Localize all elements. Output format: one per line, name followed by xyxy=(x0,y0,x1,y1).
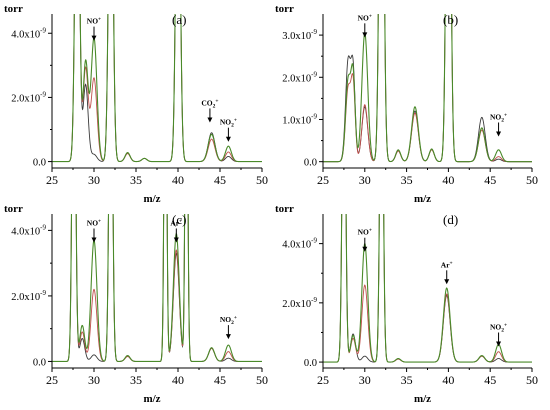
arrow-head xyxy=(496,131,502,137)
series-group xyxy=(323,214,532,363)
x-tick-label: 35 xyxy=(401,173,413,187)
x-tick-label: 25 xyxy=(46,173,58,187)
arrow-head xyxy=(225,334,231,340)
x-tick-label: 40 xyxy=(442,373,454,387)
x-tick-label: 30 xyxy=(88,173,100,187)
x-tick-label: 30 xyxy=(359,173,371,187)
x-tick-label: 40 xyxy=(172,373,184,387)
ion-annotation: CO2+ xyxy=(201,98,218,109)
x-tick-label: 50 xyxy=(256,173,268,187)
x-tick-label: 25 xyxy=(317,373,329,387)
series-group xyxy=(52,14,262,163)
series-group xyxy=(52,214,262,362)
x-tick-label: 35 xyxy=(401,373,413,387)
chart-panel-4: 25 30 35 40 45 50 0.0 2.0x10-9 4.0x10-9 torr m/z (d… xyxy=(275,203,538,405)
series-line-1 xyxy=(52,214,262,362)
arrow-head xyxy=(207,117,213,123)
x-tick-label: 30 xyxy=(359,373,371,387)
x-tick-label: 45 xyxy=(484,373,496,387)
x-tick-label: 50 xyxy=(256,373,268,387)
y-tick-label: 0.0 xyxy=(33,357,46,368)
arrow-head xyxy=(91,35,97,41)
x-tick-label: 45 xyxy=(214,373,226,387)
series-line-2 xyxy=(52,14,262,163)
series-group xyxy=(323,14,532,163)
arrow-head xyxy=(444,279,450,285)
y-tick-label: 4.0x10-9 xyxy=(11,223,46,237)
ion-annotation: NO2+ xyxy=(220,118,237,129)
x-tick-label: 25 xyxy=(46,373,58,387)
panel-label: (b) xyxy=(443,12,458,27)
y-tick-label: 2.0x10-9 xyxy=(282,296,317,310)
y-tick-label: 0.0 xyxy=(33,158,46,169)
ion-annotation: Ar+ xyxy=(170,218,182,227)
chart-panel-3: 25 30 35 40 45 50 0.0 2.0x10-9 4.0x10-9 torr m/z (c… xyxy=(4,203,268,405)
ion-annotation: Ar+ xyxy=(441,260,453,269)
x-axis-label: m/z xyxy=(143,193,160,205)
chart-panel-1: 25 30 35 40 45 50 0.0 2.0x10-9 4.0x10-9 torr m/z (a… xyxy=(4,3,268,205)
panel-label: (a) xyxy=(172,12,186,27)
ion-annotation: NO+ xyxy=(87,17,101,26)
x-tick-label: 50 xyxy=(526,373,538,387)
arrow-head xyxy=(173,237,179,243)
ion-annotation: NO+ xyxy=(358,13,372,22)
y-tick-label: 2.0x10-9 xyxy=(11,90,46,104)
arrow-head xyxy=(496,341,502,347)
x-tick-label: 45 xyxy=(484,173,496,187)
ion-annotation: NO+ xyxy=(87,218,101,227)
series-line-2 xyxy=(323,214,532,363)
y-tick-label: 2.0x10-9 xyxy=(282,70,317,84)
x-tick-label: 40 xyxy=(172,173,184,187)
x-tick-label: 50 xyxy=(526,173,538,187)
arrow-head xyxy=(362,32,368,38)
y-tick-label: 4.0x10-9 xyxy=(11,26,46,40)
x-tick-label: 45 xyxy=(214,173,226,187)
unit-label: torr xyxy=(4,203,23,215)
y-tick-label: 3.0x10-9 xyxy=(282,28,317,42)
chart-panel-2: 25 30 35 40 45 50 0.0 1.0x10-9 2.0x10-9 3.0x10-9 t… xyxy=(275,3,538,205)
ion-annotation: NO2+ xyxy=(490,112,507,123)
ion-annotation: NO2+ xyxy=(490,323,507,334)
arrow-head xyxy=(225,136,231,142)
series-line-2 xyxy=(52,214,262,362)
x-axis-label: m/z xyxy=(414,393,431,405)
ion-annotation: NO2+ xyxy=(220,315,237,326)
y-tick-label: 0.0 xyxy=(304,158,317,169)
y-tick-label: 4.0x10-9 xyxy=(282,237,317,251)
panel-label: (c) xyxy=(172,212,186,227)
ion-annotation: NO+ xyxy=(358,228,372,237)
x-tick-label: 40 xyxy=(442,173,454,187)
x-axis-label: m/z xyxy=(414,193,431,205)
unit-label: torr xyxy=(4,3,23,15)
y-tick-label: 1.0x10-9 xyxy=(282,112,317,126)
y-tick-label: 0.0 xyxy=(304,358,317,369)
panel-label: (d) xyxy=(443,212,458,227)
x-tick-label: 35 xyxy=(130,373,142,387)
series-line-2 xyxy=(323,14,532,163)
x-tick-label: 35 xyxy=(130,173,142,187)
x-tick-label: 25 xyxy=(317,173,329,187)
y-tick-label: 2.0x10-9 xyxy=(11,289,46,303)
arrow-head xyxy=(91,237,97,243)
x-axis-label: m/z xyxy=(143,393,160,405)
x-tick-label: 30 xyxy=(88,373,100,387)
unit-label: torr xyxy=(275,3,294,15)
unit-label: torr xyxy=(275,203,294,215)
arrow-head xyxy=(362,246,368,252)
